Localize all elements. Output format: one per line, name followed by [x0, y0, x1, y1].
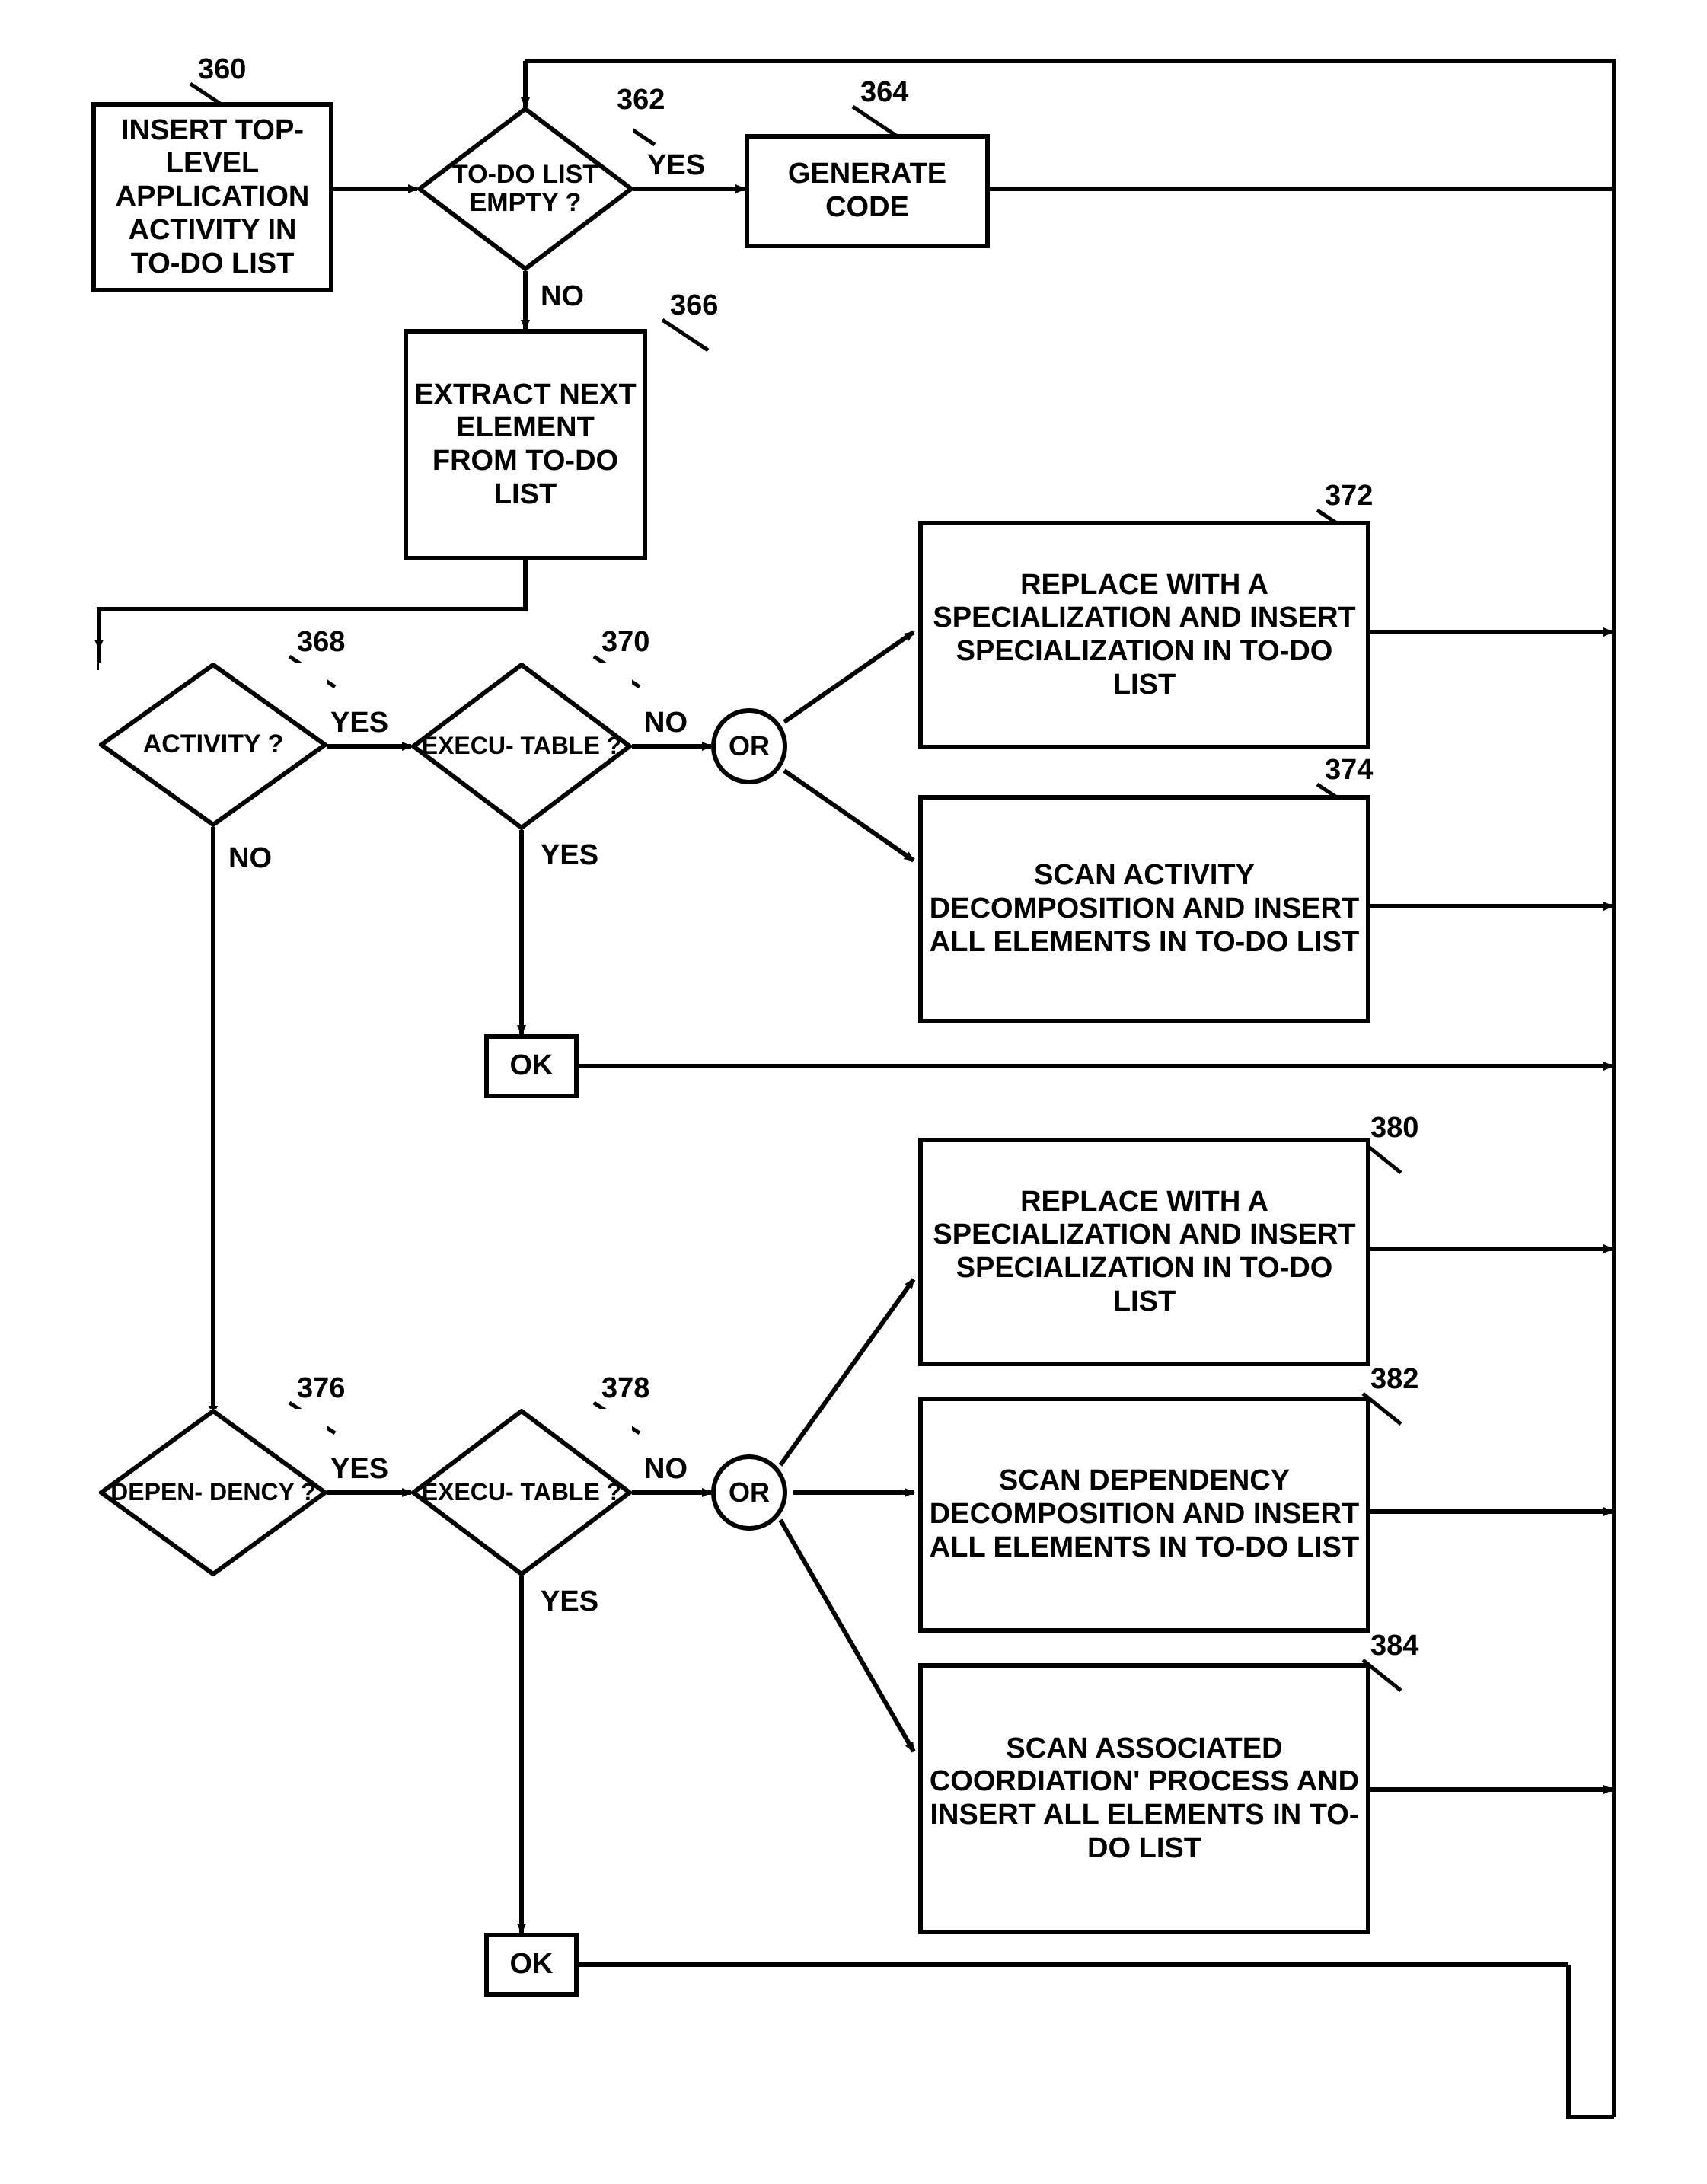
- ref-384: 384: [1370, 1630, 1418, 1662]
- label-yes: YES: [330, 707, 388, 739]
- node-text: EXECU- TABLE ?: [422, 1480, 622, 1505]
- node-text: OK: [510, 1948, 554, 1981]
- node-text: EXTRACT NEXT ELEMENT FROM TO-DO LIST: [414, 378, 637, 512]
- connectors: [0, 0, 1707, 2184]
- label-yes: YES: [330, 1453, 388, 1486]
- label-yes: YES: [541, 839, 598, 872]
- label-no: NO: [644, 707, 688, 739]
- node-text: OR: [729, 1477, 770, 1509]
- node-text: TO-DO LIST EMPTY ?: [417, 161, 633, 218]
- node-text: SCAN ACTIVITY DECOMPOSITION AND INSERT A…: [929, 859, 1360, 959]
- node-replace-spec-2: REPLACE WITH A SPECIALIZATION AND INSERT…: [918, 1138, 1370, 1366]
- label-no: NO: [644, 1453, 688, 1486]
- ref-370: 370: [601, 626, 649, 659]
- node-executable-1: EXECU- TABLE ?: [411, 663, 632, 830]
- node-insert-top-level: INSERT TOP-LEVEL APPLICATION ACTIVITY IN…: [91, 102, 333, 292]
- node-text: OK: [510, 1049, 554, 1083]
- node-text: REPLACE WITH A SPECIALIZATION AND INSERT…: [929, 569, 1360, 702]
- node-or-2: OR: [711, 1454, 787, 1531]
- ref-366: 366: [670, 289, 718, 322]
- node-text: EXECU- TABLE ?: [422, 733, 622, 759]
- ref-376: 376: [297, 1372, 345, 1405]
- ref-372: 372: [1325, 480, 1373, 512]
- ref-360: 360: [198, 53, 246, 86]
- ref-364: 364: [860, 76, 908, 109]
- label-no: NO: [228, 842, 272, 875]
- label-no: NO: [541, 280, 584, 313]
- ref-368: 368: [297, 626, 345, 659]
- node-extract-next: EXTRACT NEXT ELEMENT FROM TO-DO LIST: [404, 329, 647, 560]
- node-dependency-q: DEPEN- DENCY ?: [99, 1409, 327, 1576]
- label-yes: YES: [647, 149, 705, 182]
- node-text: INSERT TOP-LEVEL APPLICATION ACTIVITY IN…: [102, 114, 323, 280]
- ref-362: 362: [617, 84, 665, 117]
- node-ok-1: OK: [484, 1034, 579, 1098]
- ref-382: 382: [1370, 1363, 1418, 1396]
- node-scan-activity-decomp: SCAN ACTIVITY DECOMPOSITION AND INSERT A…: [918, 795, 1370, 1023]
- label-yes: YES: [541, 1585, 598, 1618]
- node-text: SCAN ASSOCIATED COORDIATION' PROCESS AND…: [929, 1732, 1360, 1866]
- node-text: ACTIVITY ?: [143, 730, 284, 758]
- ref-380: 380: [1370, 1112, 1418, 1145]
- ref-374: 374: [1325, 754, 1373, 787]
- node-text: DEPEN- DENCY ?: [110, 1480, 316, 1505]
- node-todo-empty: TO-DO LIST EMPTY ?: [417, 107, 633, 271]
- node-ok-2: OK: [484, 1933, 579, 1997]
- node-or-1: OR: [711, 708, 787, 784]
- node-executable-2: EXECU- TABLE ?: [411, 1409, 632, 1576]
- node-scan-coord-process: SCAN ASSOCIATED COORDIATION' PROCESS AND…: [918, 1663, 1370, 1934]
- node-generate-code: GENERATE CODE: [745, 134, 990, 248]
- node-text: SCAN DEPENDENCY DECOMPOSITION AND INSERT…: [929, 1464, 1360, 1564]
- flowchart-canvas: INSERT TOP-LEVEL APPLICATION ACTIVITY IN…: [0, 0, 1707, 2184]
- node-replace-spec-1: REPLACE WITH A SPECIALIZATION AND INSERT…: [918, 521, 1370, 749]
- node-text: GENERATE CODE: [755, 158, 979, 224]
- node-text: REPLACE WITH A SPECIALIZATION AND INSERT…: [929, 1186, 1360, 1319]
- node-scan-dep-decomp: SCAN DEPENDENCY DECOMPOSITION AND INSERT…: [918, 1397, 1370, 1633]
- node-text: OR: [729, 730, 770, 762]
- ref-378: 378: [601, 1372, 649, 1405]
- node-activity-q: ACTIVITY ?: [99, 663, 327, 827]
